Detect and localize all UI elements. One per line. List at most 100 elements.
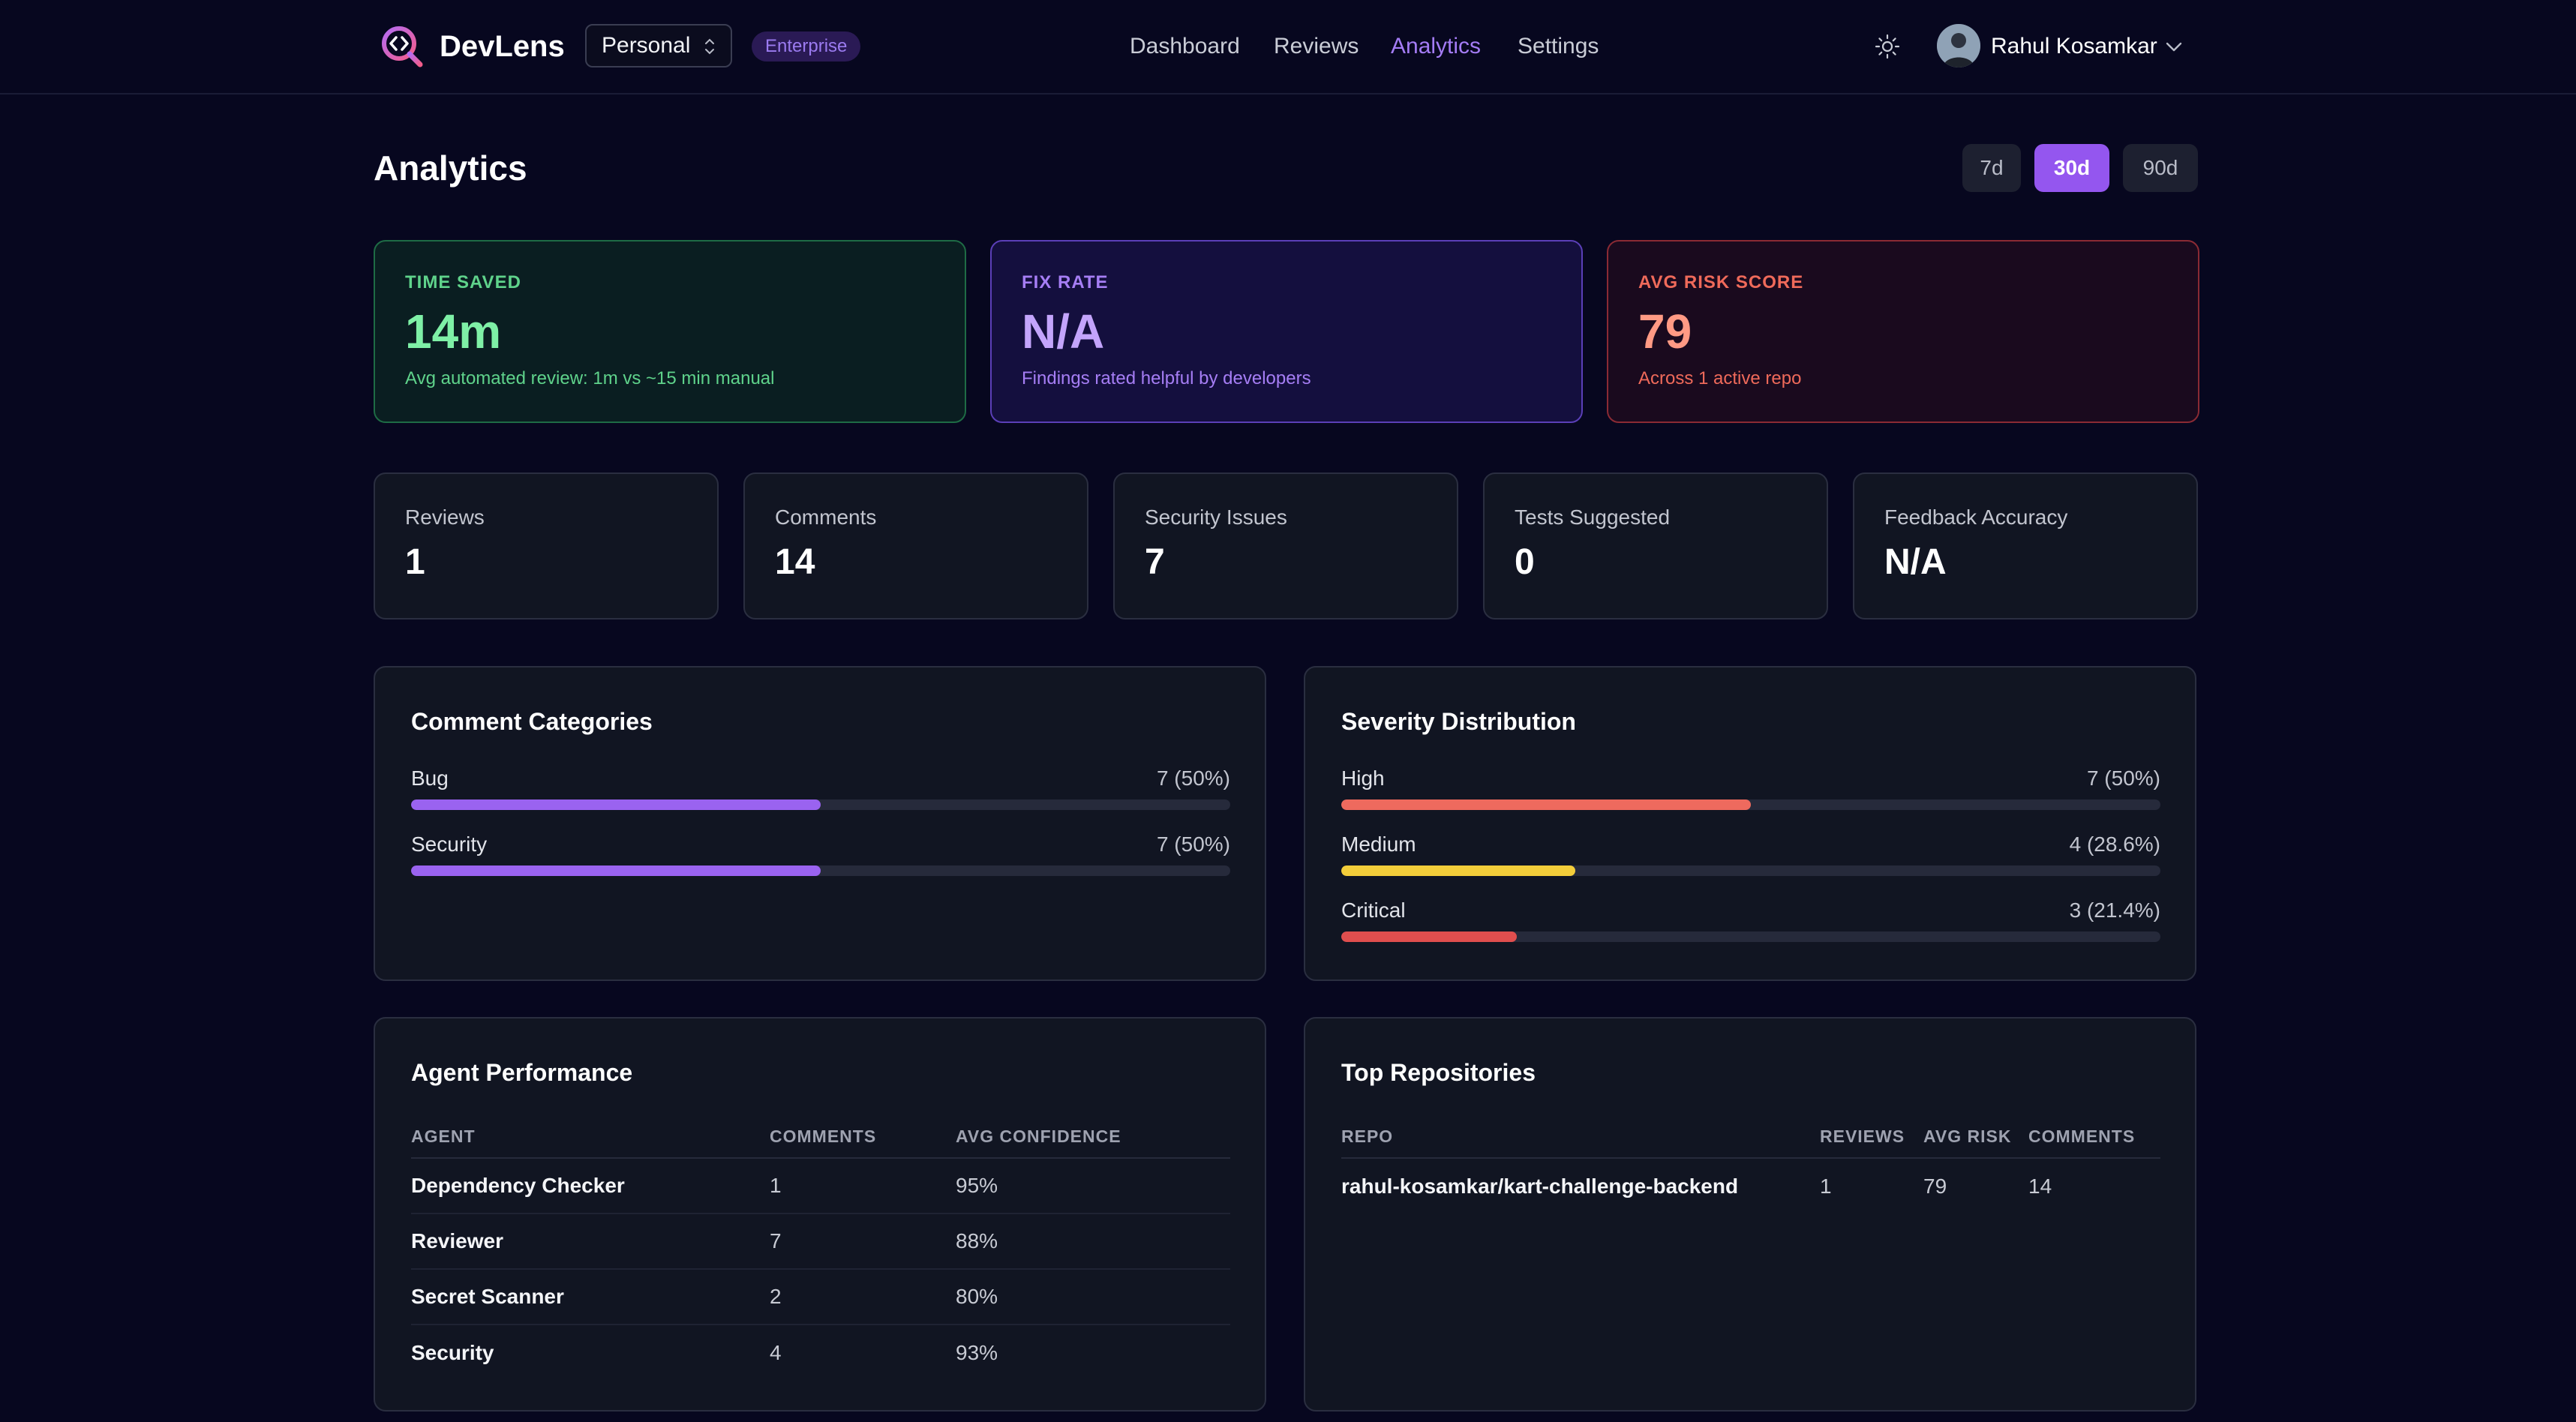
category-bar-fill — [411, 800, 821, 810]
repo-reviews: 1 — [1820, 1174, 1832, 1198]
agent-comments: 1 — [770, 1158, 956, 1214]
agent-comments: 4 — [770, 1340, 782, 1364]
agent-confidence: 88% — [956, 1214, 1230, 1270]
time-saved-subtitle: Avg automated review: 1m vs ~15 min manu… — [405, 368, 775, 388]
stat-value: 14 — [775, 542, 815, 582]
chevron-down-icon[interactable] — [2163, 38, 2184, 56]
severity-bar-track — [1341, 932, 2160, 942]
column-header: REPO — [1341, 1116, 1820, 1159]
stat-card-comments: Comments 14 — [743, 472, 1088, 620]
stat-value: 0 — [1515, 542, 1535, 582]
stat-label: Reviews — [405, 506, 485, 529]
workspace-select[interactable]: Personal — [585, 24, 732, 68]
avg-risk-score-label: AVG RISK SCORE — [1638, 272, 1804, 292]
time-saved-card: TIME SAVED 14m Avg automated review: 1m … — [374, 240, 966, 423]
category-bar-track — [411, 866, 1230, 876]
category-bar-fill — [411, 866, 821, 876]
brand-name[interactable]: DevLens — [440, 30, 565, 63]
user-name[interactable]: Rahul Kosamkar — [1991, 34, 2157, 58]
top-repositories-table: REPO REVIEWS AVG RISK COMMENTS rahul-kos… — [1341, 1116, 2160, 1214]
plan-badge: Enterprise — [752, 32, 861, 62]
severity-count: 4 (28.6%) — [2069, 832, 2160, 856]
severity-bar-track — [1341, 800, 2160, 810]
severity-name: Critical — [1341, 898, 1406, 922]
agent-performance-panel: Agent Performance AGENT COMMENTS AVG CON… — [374, 1017, 1266, 1412]
category-name: Bug — [411, 766, 449, 790]
fix-rate-subtitle: Findings rated helpful by developers — [1022, 368, 1311, 388]
agent-comments: 7 — [770, 1214, 956, 1270]
panel-title: Severity Distribution — [1341, 708, 1576, 735]
column-header: AVG RISK — [1923, 1116, 2028, 1159]
range-90d-button[interactable]: 90d — [2123, 144, 2198, 192]
fix-rate-value: N/A — [1022, 304, 1105, 358]
table-row: Security 4 93% — [411, 1324, 1230, 1380]
table-row[interactable]: rahul-kosamkar/kart-challenge-backend 1 … — [1341, 1158, 2160, 1214]
agent-name: Secret Scanner — [411, 1269, 770, 1325]
top-nav-bar: DevLens Personal Enterprise Dashboard Re… — [0, 0, 2576, 94]
stat-card-security-issues: Security Issues 7 — [1113, 472, 1458, 620]
avg-risk-score-value: 79 — [1638, 304, 1692, 358]
agent-name: Dependency Checker — [411, 1158, 770, 1214]
panel-title: Agent Performance — [411, 1059, 633, 1086]
agent-comments: 2 — [770, 1269, 956, 1325]
stat-label: Feedback Accuracy — [1884, 506, 2068, 529]
table-header-row: REPO REVIEWS AVG RISK COMMENTS — [1341, 1116, 2160, 1159]
table-row: Secret Scanner 2 80% — [411, 1269, 1230, 1325]
fix-rate-card: FIX RATE N/A Findings rated helpful by d… — [990, 240, 1583, 423]
severity-distribution-panel: Severity Distribution High 7 (50%) Mediu… — [1304, 666, 2196, 981]
stat-label: Comments — [775, 506, 877, 529]
fix-rate-label: FIX RATE — [1022, 272, 1109, 292]
severity-bar-fill — [1341, 866, 1576, 876]
severity-bar-fill — [1341, 932, 1517, 942]
category-count: 7 (50%) — [1156, 832, 1230, 856]
avatar-image-icon — [1937, 24, 1980, 68]
repo-name[interactable]: rahul-kosamkar/kart-challenge-backend — [1341, 1174, 1739, 1198]
panel-title: Comment Categories — [411, 708, 653, 735]
time-saved-label: TIME SAVED — [405, 272, 521, 292]
sun-icon[interactable] — [1874, 33, 1901, 60]
devlens-logo-icon[interactable] — [378, 22, 425, 69]
panel-title: Top Repositories — [1341, 1059, 1536, 1086]
category-bar-track — [411, 800, 1230, 810]
stat-card-feedback-accuracy: Feedback Accuracy N/A — [1853, 472, 2198, 620]
severity-name: Medium — [1341, 832, 1416, 856]
column-header: COMMENTS — [2028, 1116, 2160, 1159]
category-name: Security — [411, 832, 488, 856]
workspace-select-value: Personal — [602, 33, 691, 58]
avg-risk-score-card: AVG RISK SCORE 79 Across 1 active repo — [1607, 240, 2199, 423]
stat-card-reviews: Reviews 1 — [374, 472, 719, 620]
severity-bar-track — [1341, 866, 2160, 876]
repo-avg-risk: 79 — [1923, 1174, 1947, 1198]
nav-reviews[interactable]: Reviews — [1274, 34, 1359, 58]
stat-value: 7 — [1145, 542, 1165, 582]
time-saved-value: 14m — [405, 304, 502, 358]
stat-value: 1 — [405, 542, 425, 582]
table-header-row: AGENT COMMENTS AVG CONFIDENCE — [411, 1116, 1230, 1159]
avg-risk-score-subtitle: Across 1 active repo — [1638, 368, 1802, 388]
agent-performance-table: AGENT COMMENTS AVG CONFIDENCE Dependency… — [411, 1116, 1230, 1380]
nav-settings[interactable]: Settings — [1518, 34, 1599, 58]
agent-name: Reviewer — [411, 1214, 770, 1270]
agent-confidence: 95% — [956, 1158, 1230, 1214]
comment-categories-panel: Comment Categories Bug 7 (50%) Security … — [374, 666, 1266, 981]
page-title: Analytics — [374, 148, 527, 188]
range-30d-button[interactable]: 30d — [2034, 144, 2109, 192]
nav-dashboard[interactable]: Dashboard — [1130, 34, 1240, 58]
range-7d-button[interactable]: 7d — [1962, 144, 2021, 192]
column-header: REVIEWS — [1820, 1116, 1923, 1159]
repo-comments: 14 — [2028, 1174, 2052, 1198]
table-row: Reviewer 7 88% — [411, 1214, 1230, 1270]
stat-card-tests-suggested: Tests Suggested 0 — [1483, 472, 1828, 620]
nav-analytics[interactable]: Analytics — [1391, 34, 1482, 58]
column-header: AVG CONFIDENCE — [956, 1116, 1230, 1159]
column-header: COMMENTS — [770, 1116, 956, 1159]
severity-name: High — [1341, 766, 1385, 790]
severity-count: 7 (50%) — [2086, 766, 2160, 790]
agent-confidence: 80% — [956, 1269, 1230, 1325]
top-repositories-panel: Top Repositories REPO REVIEWS AVG RISK C… — [1304, 1017, 2196, 1412]
agent-confidence: 93% — [956, 1340, 998, 1364]
chevron-up-down-icon — [705, 38, 714, 55]
stat-label: Tests Suggested — [1515, 506, 1671, 529]
avatar[interactable] — [1937, 24, 1980, 68]
agent-name: Security — [411, 1340, 494, 1364]
